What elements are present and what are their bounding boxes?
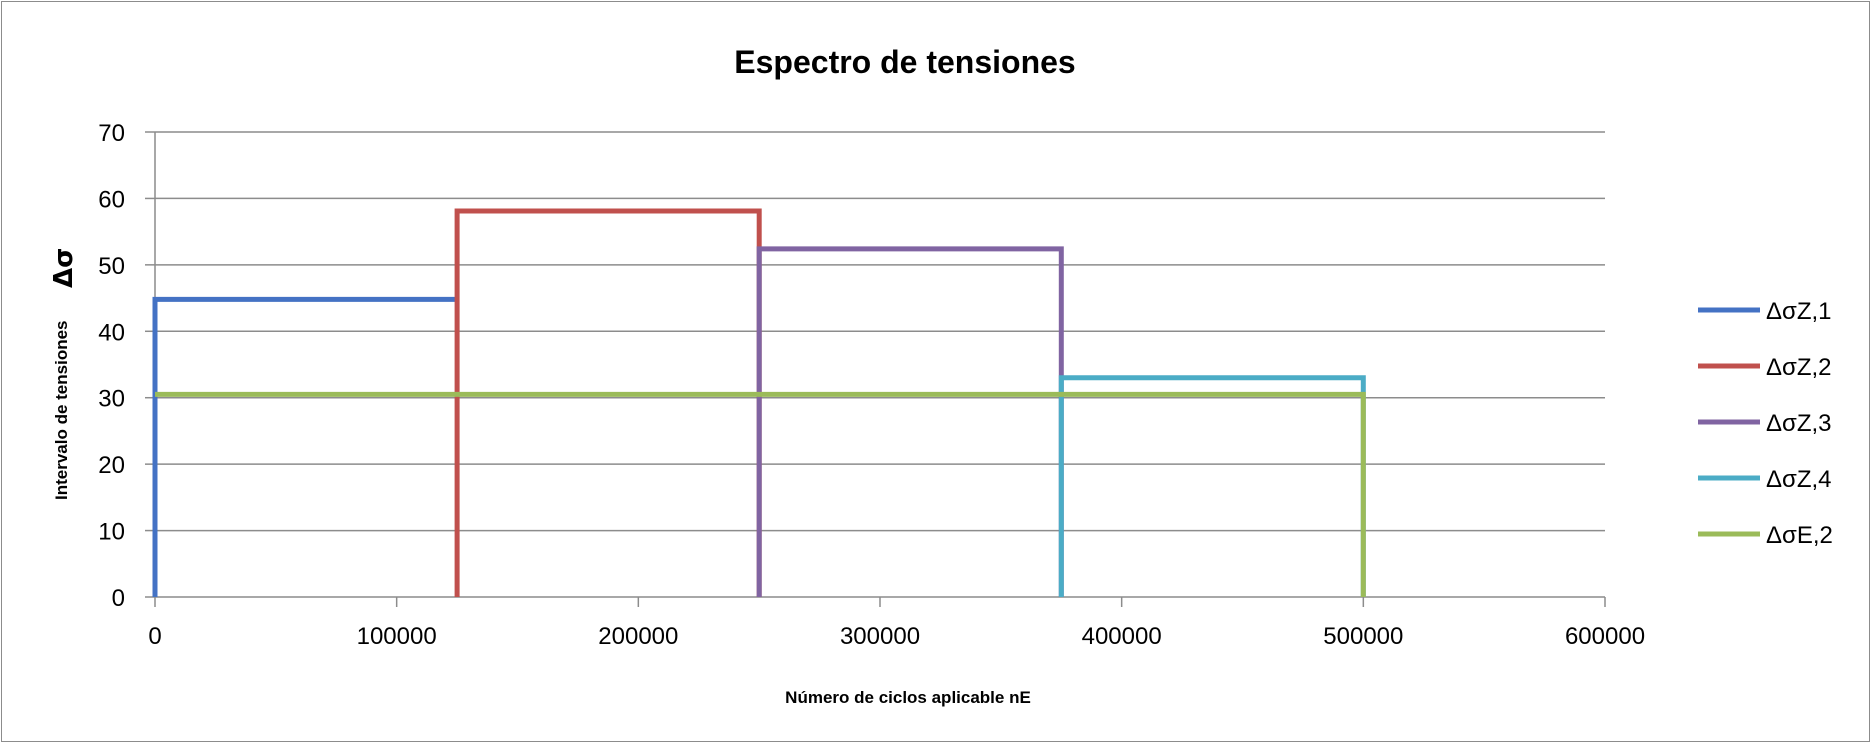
legend-label: ΔσZ,4 — [1766, 466, 1832, 493]
chart-title: Espectro de tensiones — [734, 44, 1075, 80]
grid-layer — [155, 131, 1605, 532]
y-axis-title: Intervalo de tensiones Δσ — [49, 248, 79, 500]
y-tick-label: 0 — [112, 585, 125, 612]
y-axis-symbol: Δσ — [49, 248, 79, 288]
x-tick-label: 100000 — [357, 623, 437, 650]
tick-layer: 0 10 20 30 40 50 60 70 0 100000 200000 300000 400000… — [98, 120, 1645, 650]
x-axis-label: Número de ciclos aplicable nE — [785, 688, 1031, 707]
y-axis-label: Intervalo de tensiones — [52, 321, 71, 501]
axis-layer — [145, 131, 1606, 607]
series-line — [454, 208, 762, 597]
legend-label: ΔσZ,2 — [1766, 354, 1832, 381]
legend-label: ΔσE,2 — [1766, 522, 1833, 549]
series-line — [155, 391, 1366, 597]
legend-label: ΔσZ,1 — [1766, 298, 1832, 325]
y-tick-label: 30 — [98, 386, 125, 413]
y-tick-label: 50 — [98, 253, 125, 280]
x-tick-label: 600000 — [1565, 623, 1645, 650]
legend: ΔσZ,1 ΔσZ,2 ΔσZ,3 ΔσZ,4 ΔσE,2 — [1698, 298, 1833, 549]
x-tick-label: 300000 — [840, 623, 920, 650]
y-tick-label: 70 — [98, 120, 125, 147]
x-tick-label: 400000 — [1082, 623, 1162, 650]
x-tick-label: 500000 — [1323, 623, 1403, 650]
y-tick-label: 60 — [98, 186, 125, 213]
y-tick-label: 10 — [98, 519, 125, 546]
x-tick-label: 0 — [148, 623, 161, 650]
y-tick-label: 20 — [98, 452, 125, 479]
series-line — [756, 246, 1064, 597]
y-tick-label: 40 — [98, 319, 125, 346]
series-line — [1058, 375, 1366, 597]
series-line — [152, 296, 458, 597]
legend-label: ΔσZ,3 — [1766, 410, 1832, 437]
series-layer — [152, 208, 1366, 597]
x-tick-label: 200000 — [598, 623, 678, 650]
